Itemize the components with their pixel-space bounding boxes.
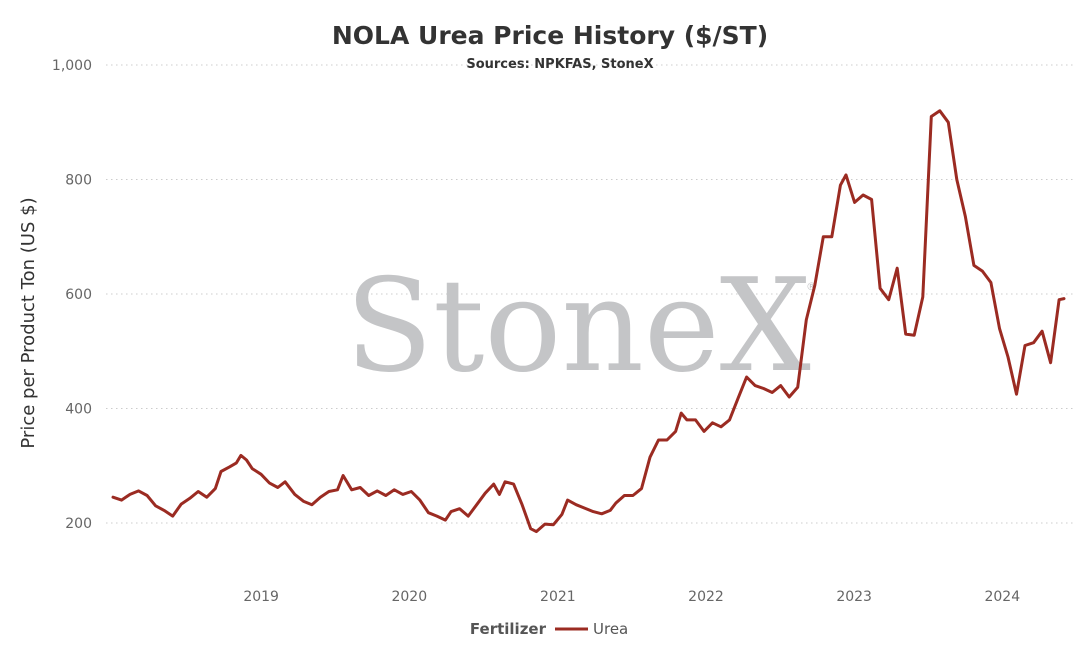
y-tick-label: 200 [65,516,92,532]
series-layer [111,109,1066,534]
y-tick-label: 400 [65,402,92,418]
legend-title: Fertilizer [470,620,547,638]
x-tick-label: 2020 [391,589,427,605]
gridlines [106,64,1076,524]
x-tick-label: 2024 [984,589,1020,605]
y-axis-ticks: 200 400 600 800 1,000 [52,58,92,532]
y-tick-label: 1,000 [52,58,92,74]
watermark-stonex: StoneX [345,252,811,401]
x-tick-label: 2019 [243,589,279,605]
watermark-registered-mark: ® [806,280,817,293]
x-axis-ticks: 2019 2020 2021 2022 2023 2024 [243,589,1020,605]
x-tick-label: 2023 [836,589,872,605]
series-line-urea[interactable] [111,109,1066,534]
x-tick-label: 2022 [688,589,724,605]
chart-title: NOLA Urea Price History ($/ST) [332,21,768,50]
chart-subtitle: Sources: NPKFAS, StoneX [466,57,653,72]
y-tick-label: 600 [65,287,92,303]
x-tick-label: 2021 [540,589,576,605]
y-tick-label: 800 [65,173,92,189]
legend: Fertilizer Urea [470,620,628,638]
legend-item-urea[interactable]: Urea [593,620,628,638]
y-axis-label: Price per Product Ton (US $) [18,197,39,448]
